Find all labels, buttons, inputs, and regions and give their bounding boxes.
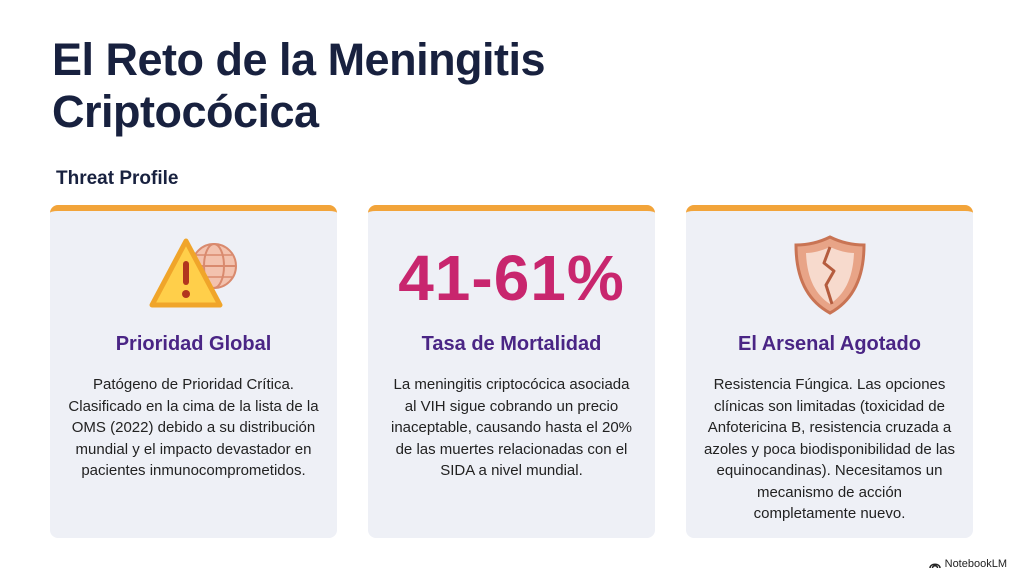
- shield-icon: [793, 235, 866, 315]
- stat-value: 41-61%: [398, 242, 625, 314]
- warning-icon: [149, 238, 237, 308]
- brand-logo: [928, 563, 941, 568]
- card-text: Resistencia Fúngica. Las opciones clínic…: [704, 376, 956, 522]
- footer: NotebookLM: [928, 558, 1007, 570]
- card-title: Tasa de Mortalidad: [421, 333, 602, 355]
- card: 41-61% Tasa de Mortalidad La meningitis …: [368, 205, 655, 538]
- card: Prioridad Global Patógeno de Prioridad C…: [50, 205, 337, 538]
- card-title: Prioridad Global: [115, 333, 272, 355]
- card-text: Patógeno de Prioridad Crítica. Clasifica…: [68, 376, 319, 479]
- brand-name: NotebookLM: [944, 558, 1007, 570]
- card-text: La meningitis criptocócica asociada al V…: [390, 376, 632, 479]
- slide-title: El Reto de la Meningitis Criptocócica: [52, 34, 546, 137]
- card-title: El Arsenal Agotado: [738, 333, 921, 355]
- section-subtitle: Threat Profile: [56, 168, 179, 189]
- card: El Arsenal Agotado Resistencia Fúngica. …: [686, 205, 973, 538]
